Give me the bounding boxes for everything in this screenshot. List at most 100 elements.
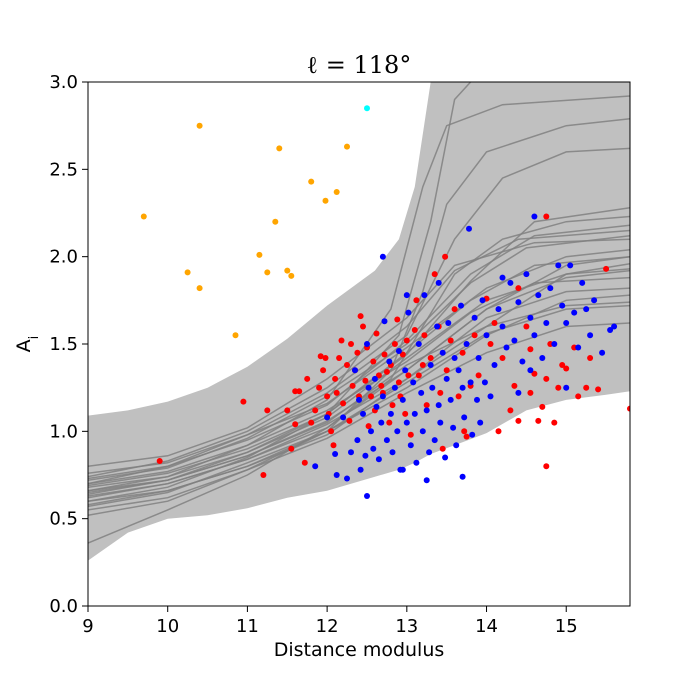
red-point bbox=[156, 458, 163, 464]
blue-point bbox=[394, 428, 401, 435]
orange-point bbox=[284, 267, 291, 274]
blue-point bbox=[487, 393, 494, 400]
blue-point bbox=[371, 375, 378, 382]
blue-point bbox=[503, 344, 510, 351]
blue-point bbox=[434, 323, 441, 330]
blue-point bbox=[477, 419, 484, 426]
y-tick-label: 1.0 bbox=[49, 421, 78, 442]
red-point bbox=[447, 337, 454, 344]
red-point bbox=[328, 428, 335, 435]
blue-point bbox=[415, 341, 422, 347]
blue-point bbox=[357, 466, 364, 473]
y-tick-label: 2.0 bbox=[49, 247, 78, 268]
red-point bbox=[463, 433, 470, 440]
x-axis-label: Distance modulus bbox=[274, 639, 445, 661]
red-point bbox=[381, 351, 388, 358]
blue-point bbox=[419, 428, 426, 435]
red-point bbox=[559, 362, 566, 368]
red-point bbox=[288, 445, 295, 452]
orange-point bbox=[232, 332, 239, 339]
blue-point bbox=[364, 493, 370, 499]
red-point bbox=[527, 389, 534, 396]
x-tick-label: 14 bbox=[475, 616, 498, 637]
model-curve bbox=[88, 82, 472, 502]
red-point bbox=[407, 431, 414, 438]
blue-point bbox=[459, 384, 466, 391]
blue-point bbox=[403, 419, 410, 426]
blue-point bbox=[443, 375, 450, 382]
blue-point bbox=[399, 466, 406, 473]
model-curve bbox=[88, 294, 630, 502]
blue-point bbox=[455, 367, 462, 374]
blue-point bbox=[411, 410, 418, 417]
blue-point bbox=[379, 253, 386, 260]
blue-point bbox=[474, 396, 480, 403]
blue-point bbox=[362, 452, 369, 459]
red-point bbox=[491, 320, 498, 326]
red-point bbox=[395, 379, 402, 386]
red-point bbox=[344, 362, 350, 368]
blue-point bbox=[333, 472, 340, 478]
blue-point bbox=[445, 320, 452, 326]
red-point bbox=[399, 351, 406, 358]
blue-point bbox=[354, 437, 361, 444]
blue-point bbox=[324, 414, 331, 421]
red-point bbox=[495, 428, 502, 435]
red-point bbox=[320, 367, 327, 374]
red-point bbox=[336, 355, 343, 361]
blue-point bbox=[458, 302, 464, 309]
red-point bbox=[461, 428, 468, 435]
red-point bbox=[240, 398, 247, 405]
blue-point bbox=[587, 332, 594, 339]
red-point bbox=[527, 346, 534, 353]
orange-point bbox=[344, 143, 350, 150]
blue-point bbox=[559, 302, 566, 309]
blue-point bbox=[507, 279, 514, 286]
red-point bbox=[419, 362, 426, 368]
model-curve bbox=[88, 322, 630, 511]
blue-point bbox=[410, 379, 417, 386]
red-point bbox=[603, 265, 610, 272]
orange-point bbox=[333, 189, 340, 195]
blue-point bbox=[423, 477, 430, 484]
blue-point bbox=[491, 362, 498, 368]
red-point bbox=[431, 271, 438, 278]
blue-point bbox=[499, 274, 506, 281]
blue-point bbox=[356, 396, 362, 403]
blue-point bbox=[405, 309, 412, 316]
blue-point bbox=[515, 389, 522, 396]
red-point bbox=[389, 402, 396, 409]
blue-point bbox=[527, 314, 534, 321]
red-point bbox=[543, 375, 550, 382]
red-point bbox=[308, 419, 315, 426]
y-axis-label: Ai bbox=[13, 336, 42, 353]
red-point bbox=[405, 372, 412, 379]
blue-point bbox=[481, 379, 488, 386]
red-point bbox=[627, 405, 630, 412]
cyan-point bbox=[364, 105, 370, 112]
blue-point bbox=[469, 431, 476, 438]
red-point bbox=[411, 327, 418, 333]
blue-point bbox=[563, 384, 570, 391]
blue-point bbox=[421, 292, 428, 299]
y-axis: 0.0 0.5 1.0 1.5 2.0 2.5 3.0 bbox=[49, 72, 88, 617]
blue-point bbox=[442, 454, 449, 461]
blue-point bbox=[364, 341, 370, 347]
red-point bbox=[575, 393, 582, 400]
blue-point bbox=[383, 437, 390, 444]
orange-point bbox=[264, 269, 271, 276]
red-point bbox=[507, 407, 514, 414]
orange-point bbox=[196, 285, 203, 292]
red-point bbox=[360, 323, 366, 330]
blue-point bbox=[381, 318, 388, 325]
red-point bbox=[312, 407, 319, 414]
red-point bbox=[451, 306, 458, 313]
blue-point bbox=[399, 396, 406, 403]
blue-point bbox=[344, 475, 350, 482]
red-point bbox=[296, 388, 303, 395]
blue-point bbox=[418, 389, 425, 396]
blue-point bbox=[563, 320, 570, 326]
red-point bbox=[264, 407, 271, 414]
blue-point bbox=[515, 299, 522, 306]
